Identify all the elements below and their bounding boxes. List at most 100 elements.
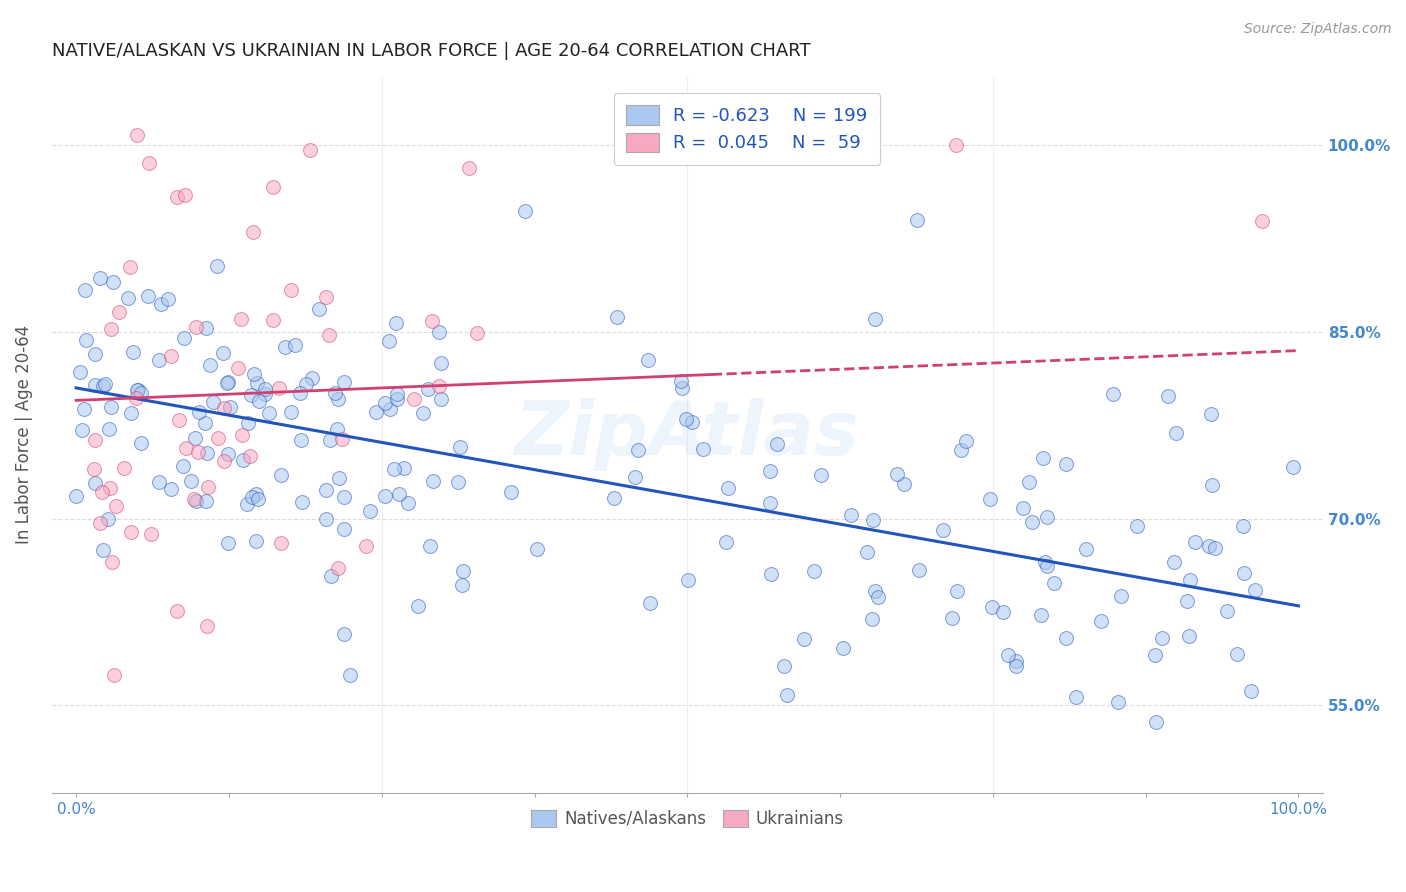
Point: [166, 604, 188, 618]
Point: [949, 442, 972, 457]
Point: [270, 536, 292, 550]
Point: [91, 485, 114, 500]
Point: [315, 511, 337, 525]
Point: [280, 283, 302, 297]
Point: [89, 516, 111, 530]
Point: [308, 301, 330, 316]
Point: [194, 416, 217, 430]
Point: [332, 522, 354, 536]
Point: [945, 138, 967, 153]
Point: [839, 508, 862, 523]
Point: [1201, 478, 1223, 492]
Point: [98, 422, 121, 436]
Point: [416, 382, 439, 396]
Point: [184, 431, 207, 445]
Point: [810, 468, 832, 483]
Point: [402, 392, 425, 407]
Point: [239, 388, 262, 402]
Point: [333, 627, 356, 641]
Point: [396, 496, 419, 510]
Point: [932, 524, 955, 538]
Point: [136, 289, 159, 303]
Point: [1004, 659, 1026, 673]
Point: [294, 377, 316, 392]
Point: [75, 283, 97, 297]
Point: [1166, 425, 1188, 440]
Point: [759, 567, 782, 582]
Point: [1076, 542, 1098, 557]
Point: [212, 346, 235, 360]
Point: [860, 612, 883, 626]
Point: [194, 494, 217, 508]
Point: [319, 433, 342, 447]
Point: [1232, 519, 1254, 533]
Point: [1250, 214, 1272, 228]
Point: [114, 33, 136, 47]
Point: [997, 648, 1019, 663]
Point: [73, 402, 96, 417]
Point: [1204, 541, 1226, 556]
Point: [141, 526, 163, 541]
Point: [108, 304, 131, 318]
Text: ZipAtlas: ZipAtlas: [515, 398, 859, 471]
Point: [229, 312, 252, 326]
Point: [1157, 389, 1180, 403]
Point: [291, 495, 314, 509]
Point: [1226, 647, 1249, 661]
Point: [138, 155, 160, 169]
Text: NATIVE/ALASKAN VS UKRAINIAN IN LABOR FORCE | AGE 20-64 CORRELATION CHART: NATIVE/ALASKAN VS UKRAINIAN IN LABOR FOR…: [52, 42, 810, 60]
Y-axis label: In Labor Force | Age 20-64: In Labor Force | Age 20-64: [15, 325, 32, 544]
Point: [637, 353, 659, 368]
Point: [980, 599, 1002, 614]
Point: [863, 584, 886, 599]
Point: [75, 333, 97, 347]
Point: [245, 376, 267, 390]
Point: [429, 357, 451, 371]
Point: [166, 190, 188, 204]
Point: [318, 328, 340, 343]
Point: [174, 441, 197, 455]
Point: [1184, 534, 1206, 549]
Point: [290, 433, 312, 447]
Point: [1126, 519, 1149, 533]
Point: [100, 555, 122, 569]
Point: [207, 431, 229, 445]
Point: [759, 464, 782, 478]
Point: [100, 321, 122, 335]
Point: [120, 406, 142, 420]
Point: [714, 535, 737, 549]
Point: [122, 345, 145, 359]
Point: [262, 313, 284, 327]
Point: [257, 406, 280, 420]
Point: [1240, 684, 1263, 698]
Point: [907, 563, 929, 577]
Point: [174, 188, 197, 202]
Point: [127, 384, 149, 398]
Point: [831, 641, 853, 656]
Point: [606, 310, 628, 324]
Point: [868, 590, 890, 604]
Point: [120, 260, 142, 275]
Point: [173, 331, 195, 345]
Point: [148, 352, 170, 367]
Point: [124, 391, 146, 405]
Point: [863, 311, 886, 326]
Point: [1107, 695, 1129, 709]
Point: [91, 543, 114, 558]
Point: [759, 496, 782, 510]
Point: [1042, 575, 1064, 590]
Point: [886, 467, 908, 481]
Point: [84, 377, 107, 392]
Point: [1281, 459, 1303, 474]
Point: [955, 434, 977, 448]
Point: [1144, 715, 1167, 730]
Point: [97, 512, 120, 526]
Point: [187, 445, 209, 459]
Point: [359, 504, 381, 518]
Point: [125, 383, 148, 397]
Point: [385, 316, 408, 330]
Point: [238, 449, 260, 463]
Point: [893, 477, 915, 491]
Point: [374, 489, 396, 503]
Point: [156, 292, 179, 306]
